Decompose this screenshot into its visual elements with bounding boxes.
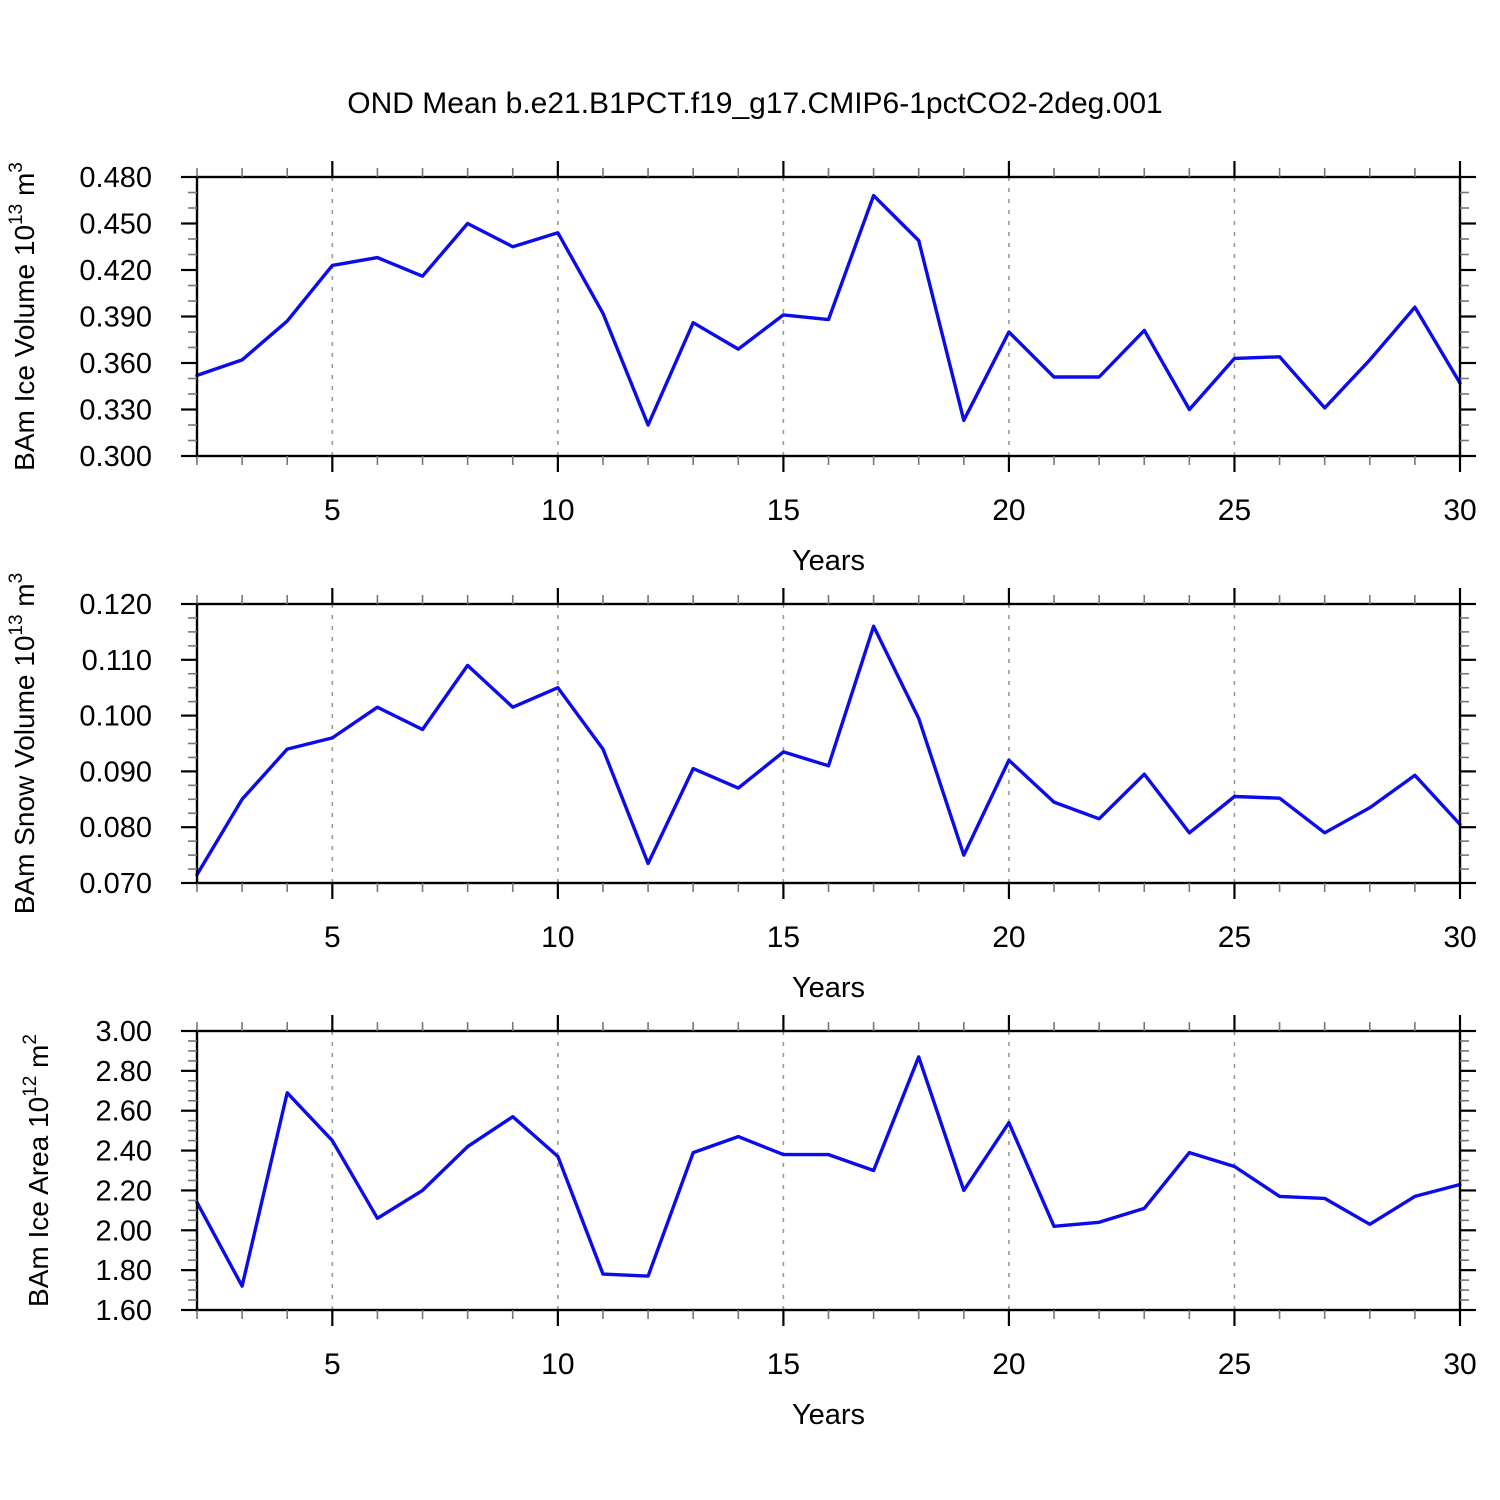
y-tick-label: 0.110 [82, 645, 152, 677]
x-tick-label: 10 [541, 1348, 574, 1381]
y-tick-label: 1.80 [96, 1255, 152, 1287]
y-tick-label: 0.390 [79, 302, 152, 334]
plots-group: 5 10 15 20 25 300.3000.3300.3600.3900.4200.45… [6, 161, 1477, 1431]
y-axis-title: BAm Ice Volume 1013 m3 [6, 162, 40, 471]
y-axis-title-text: BAm Ice Volume 10 [9, 225, 40, 471]
y-tick-label: 0.480 [79, 162, 152, 194]
x-tick-label: 10 [541, 494, 574, 527]
plot-ice-volume: 5 10 15 20 25 30 0.300 0.330 0.360 0.390 0.420 0.45… [6, 161, 1477, 577]
x-axis-title: Years [792, 972, 865, 1004]
y-tick-label: 0.360 [79, 348, 152, 380]
x-tick-label: 30 [1443, 494, 1476, 527]
x-tick-label: 30 [1443, 1348, 1476, 1381]
plot-snow-volume: 5 10 15 20 25 30 0.070 0.080 0.090 0.100 0.110 0.12… [6, 573, 1477, 1004]
y-tick-label: 0.120 [79, 589, 152, 621]
x-tick-label: 30 [1443, 921, 1476, 954]
x-tick-label: 5 [324, 1348, 341, 1381]
y-tick-label: 0.450 [79, 209, 152, 241]
x-tick-label: 25 [1218, 494, 1251, 527]
y-axis-title-text: BAm Ice Area 10 [23, 1097, 54, 1307]
y-tick-label: 0.070 [79, 868, 152, 900]
y-tick-label: 2.20 [96, 1175, 152, 1207]
y-tick-label: 0.300 [79, 441, 152, 473]
y-axis-title-text: m [9, 173, 40, 204]
series-line-snow-volume [195, 624, 1462, 877]
y-axis-title-text: BAm Snow Volume 10 [9, 636, 40, 915]
x-axis-title: Years [792, 1399, 865, 1431]
y-axis-title-superscript: 12 [20, 1076, 41, 1097]
y-tick-label: 0.090 [79, 756, 152, 788]
y-tick-label: 2.80 [96, 1056, 152, 1088]
x-tick-label: 20 [992, 1348, 1025, 1381]
y-tick-label: 0.080 [79, 812, 152, 844]
y-tick-label: 1.60 [96, 1295, 152, 1327]
y-axis-title-superscript: 13 [6, 614, 27, 635]
series-line-ice-area [195, 1055, 1462, 1288]
x-tick-label: 20 [992, 494, 1025, 527]
y-tick-label: 2.60 [96, 1096, 152, 1128]
y-tick-label: 0.420 [79, 255, 152, 287]
x-tick-label: 25 [1218, 1348, 1251, 1381]
x-axis-title: Years [792, 545, 865, 577]
axis-box [195, 602, 1462, 885]
y-tick-label: 2.40 [96, 1136, 152, 1168]
series-line-ice-volume [195, 193, 1462, 427]
y-axis-title-text: m [23, 1045, 54, 1076]
y-axis-title-superscript: 3 [6, 162, 27, 173]
x-tick-label: 15 [767, 1348, 800, 1381]
x-tick-label: 15 [767, 921, 800, 954]
y-axis-title-text: m [9, 583, 40, 614]
y-axis-title-superscript: 13 [6, 204, 27, 225]
y-axis-title: BAm Ice Area 1012 m2 [20, 1034, 54, 1307]
figure-title: OND Mean b.e21.B1PCT.f19_g17.CMIP6-1pctC… [347, 87, 1162, 120]
y-axis-title: BAm Snow Volume 1013 m3 [6, 573, 40, 914]
x-tick-label: 5 [324, 921, 341, 954]
x-tick-label: 25 [1218, 921, 1251, 954]
x-tick-label: 10 [541, 921, 574, 954]
x-tick-label: 15 [767, 494, 800, 527]
y-tick-label: 2.00 [96, 1215, 152, 1247]
y-axis-title-superscript: 3 [6, 573, 27, 584]
axis-box [195, 1029, 1462, 1312]
y-tick-label: 0.330 [79, 395, 152, 427]
x-tick-label: 20 [992, 921, 1025, 954]
x-tick-label: 5 [324, 494, 341, 527]
y-axis-title-superscript: 2 [20, 1034, 41, 1045]
y-tick-label: 3.00 [96, 1016, 152, 1048]
y-tick-label: 0.100 [79, 701, 152, 733]
plot-ice-area: 5 10 15 20 25 30 1.60 1.80 2.00 2.20 2.40 2.60 2.80 3… [20, 1015, 1477, 1431]
